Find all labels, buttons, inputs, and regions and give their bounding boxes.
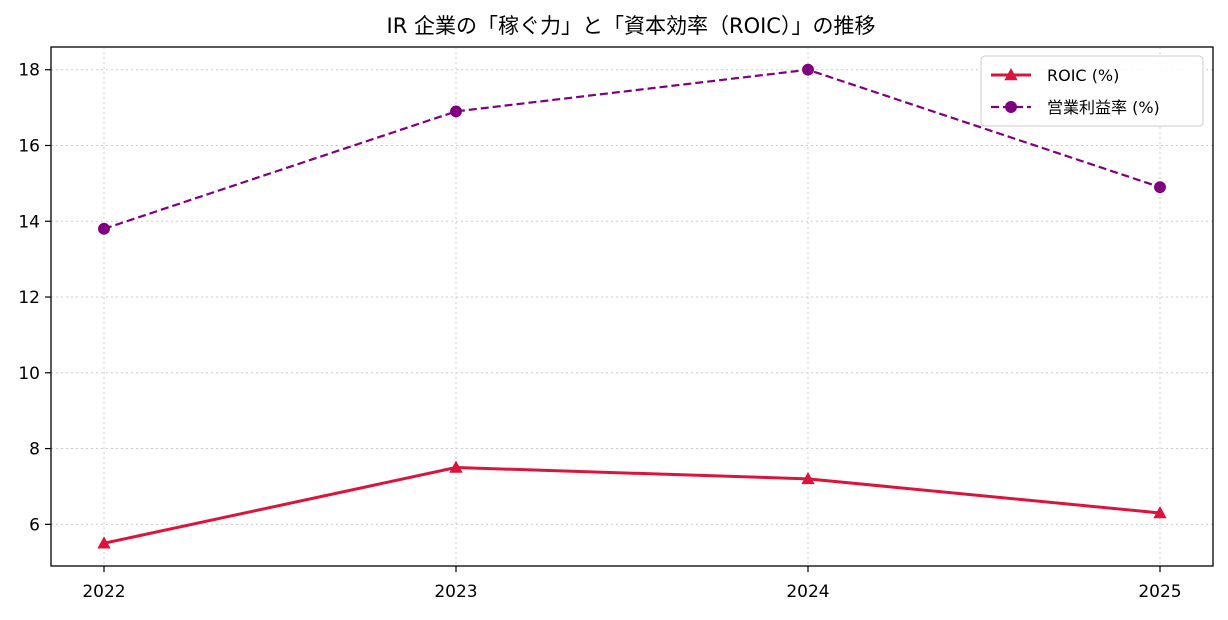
data-point: [801, 471, 815, 485]
y-tick-label: 16: [18, 136, 40, 156]
data-point: [1153, 505, 1167, 519]
x-tick-label: 2024: [786, 582, 829, 602]
data-point: [802, 63, 814, 76]
data-point: [98, 222, 110, 235]
chart-title: IR 企業の「稼ぐ力」と「資本効率（ROIC）」の推移: [387, 14, 876, 38]
x-tick-label: 2023: [434, 582, 477, 602]
legend-label: 営業利益率 (%): [1047, 98, 1160, 117]
data-point: [449, 460, 463, 473]
y-tick-label: 6: [29, 515, 40, 535]
y-tick-label: 14: [18, 212, 40, 232]
y-tick-label: 12: [18, 288, 40, 308]
legend-box: [980, 55, 1204, 127]
grid-lines: [51, 47, 1213, 566]
x-tick-label: 2025: [1138, 582, 1181, 602]
data-point: [1005, 101, 1017, 113]
y-tick-label: 18: [18, 61, 40, 81]
data-point: [97, 536, 111, 549]
plot-area-frame: [50, 46, 1214, 567]
series-layer: [97, 63, 1167, 549]
axis-ticks: 2022 2023 2024 2025 6 8 10 12 14 16 18: [18, 61, 1181, 602]
legend-label: ROIC (%): [1047, 66, 1119, 85]
data-point: [450, 105, 462, 118]
data-point: [1004, 68, 1018, 81]
y-tick-label: 10: [18, 364, 40, 384]
series-line: [103, 466, 1161, 545]
legend: ROIC (%) 営業利益率 (%): [980, 55, 1204, 127]
y-tick-label: 8: [29, 440, 40, 460]
data-point: [1154, 181, 1166, 194]
series-line: [103, 68, 1161, 230]
x-tick-label: 2022: [82, 582, 125, 602]
